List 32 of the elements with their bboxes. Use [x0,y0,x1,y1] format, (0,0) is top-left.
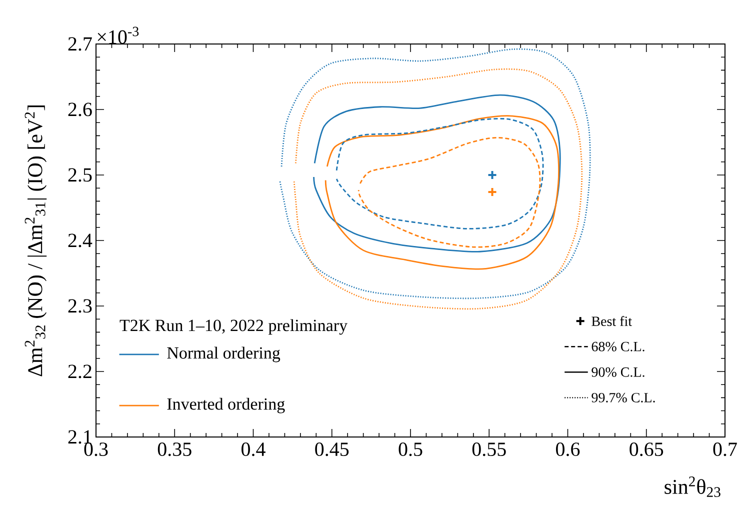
line-series [358,136,541,248]
y-tick-label: 2.3 [68,299,92,313]
y-tick-label: 2.2 [68,364,92,378]
y-tick-label: 2.7 [68,37,92,51]
text: Δm$^{2}$$_{32}$ (NO) / |Δm$^{2}$$_{31}$| (IO) [eV$^{2}$] [24,106,47,376]
annotation: 68% C.L. [592,342,644,352]
text: ×10$^{-3}$ [98,26,139,44]
x-tick-label: 0.3 [84,442,108,456]
line-series [293,68,583,310]
x-axis-title: sin$^{2}$θ$_{23}$ [664,476,720,498]
y-tick-label: 2.1 [68,430,92,444]
annotation: 99.7% C.L. [592,392,655,402]
x-tick-label: 0.55 [472,442,506,456]
annotation: Best fit [592,316,632,326]
line-series [279,48,591,300]
x-tick-label: 0.65 [630,442,664,456]
legend-label: Normal ordering [167,346,280,362]
x-tick-label: 0.5 [398,442,422,456]
line-series [313,94,561,252]
x-tick-label: 0.6 [556,442,580,456]
annotation: T2K Run 1–10, 2022 preliminary [120,319,348,335]
x-tick-label: 0.7 [713,442,737,456]
x-tick-label: 0.45 [315,442,349,456]
y-tick-label: 2.6 [68,102,92,116]
y-tick-label: 2.4 [68,234,92,248]
annotation: 90% C.L. [592,367,644,377]
y-tick-label: 2.5 [68,168,92,182]
x-tick-label: 0.4 [242,442,266,456]
line-series [324,115,560,270]
line-series [336,118,544,230]
x-tick-label: 0.35 [158,442,192,456]
legend-label: Inverted ordering [167,398,285,414]
